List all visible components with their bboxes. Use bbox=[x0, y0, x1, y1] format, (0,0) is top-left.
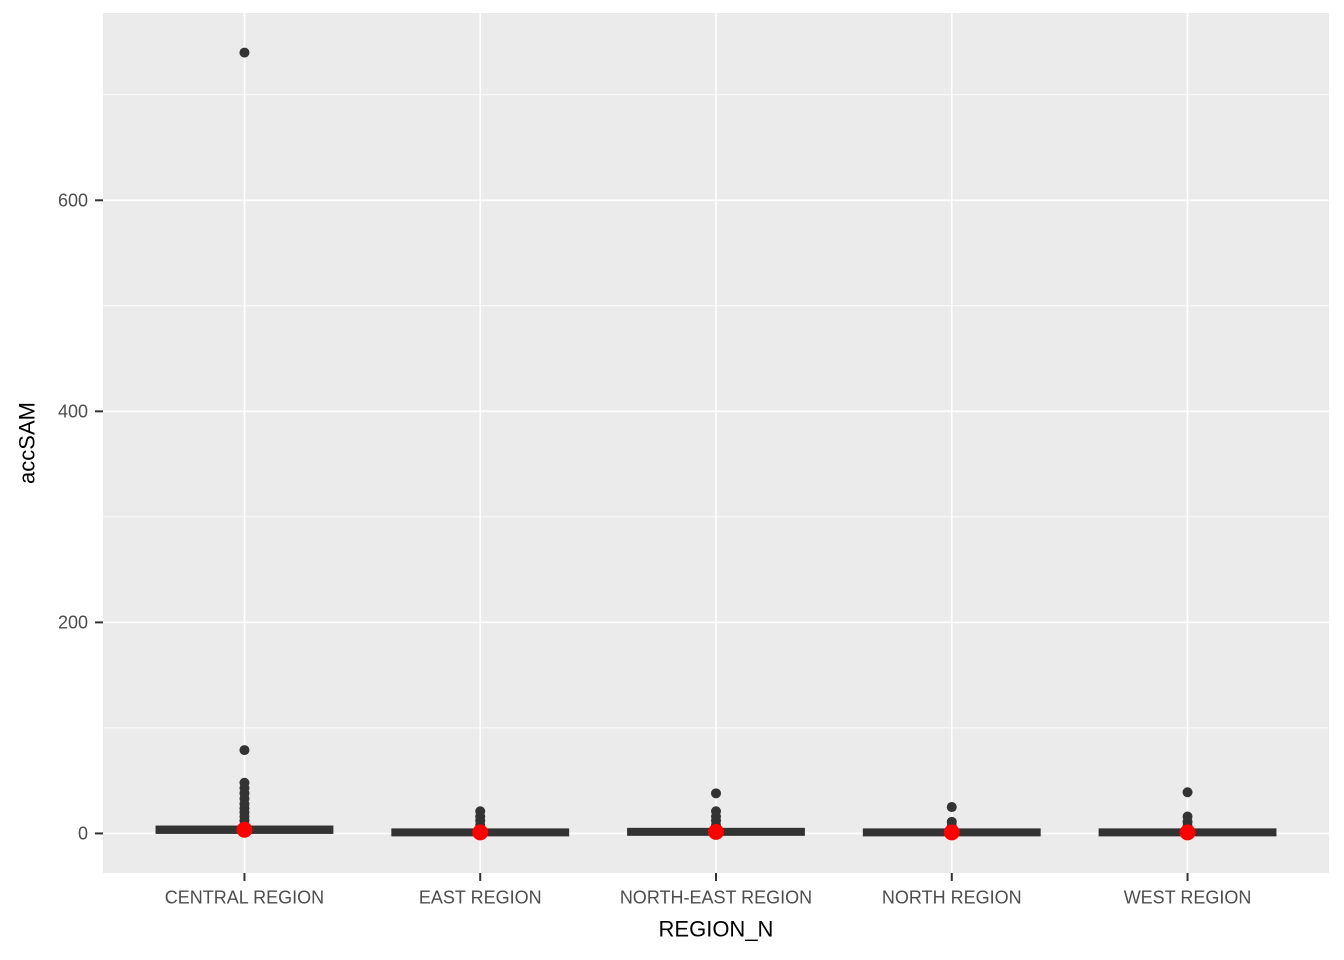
outlier-dot bbox=[946, 802, 957, 813]
x-tick-label: EAST REGION bbox=[419, 887, 542, 907]
mean-dot bbox=[472, 824, 489, 841]
y-axis-title: accSAM bbox=[15, 402, 40, 484]
panel-layer bbox=[103, 13, 1329, 873]
mean-dot bbox=[236, 821, 253, 838]
boxplot-2 bbox=[391, 806, 570, 841]
y-tick-label: 0 bbox=[78, 824, 88, 844]
boxplot-4 bbox=[862, 802, 1041, 841]
x-tick-label: NORTH-EAST REGION bbox=[620, 887, 812, 907]
mean-dot bbox=[943, 824, 960, 841]
y-tick-label: 200 bbox=[58, 613, 88, 633]
boxplot-3 bbox=[627, 788, 805, 840]
x-tick-label: NORTH REGION bbox=[882, 887, 1022, 907]
boxplot-1 bbox=[155, 47, 334, 838]
axis-layer: 0 200 400 600 CENTRAL REGION EAST REGION NORTH… bbox=[58, 191, 1251, 908]
y-tick-label: 600 bbox=[58, 191, 88, 211]
outlier-dot bbox=[239, 47, 250, 58]
x-tick-label: CENTRAL REGION bbox=[165, 887, 324, 907]
mean-dot bbox=[1179, 824, 1196, 841]
mean-dot bbox=[708, 823, 724, 840]
y-tick-label: 400 bbox=[58, 402, 88, 422]
outlier-dot bbox=[711, 788, 721, 799]
x-axis-title: REGION_N bbox=[659, 917, 774, 942]
outlier-dot bbox=[1182, 787, 1193, 798]
boxplot-5 bbox=[1098, 787, 1277, 841]
outlier-dot bbox=[239, 745, 250, 756]
x-tick-label: WEST REGION bbox=[1124, 887, 1252, 907]
